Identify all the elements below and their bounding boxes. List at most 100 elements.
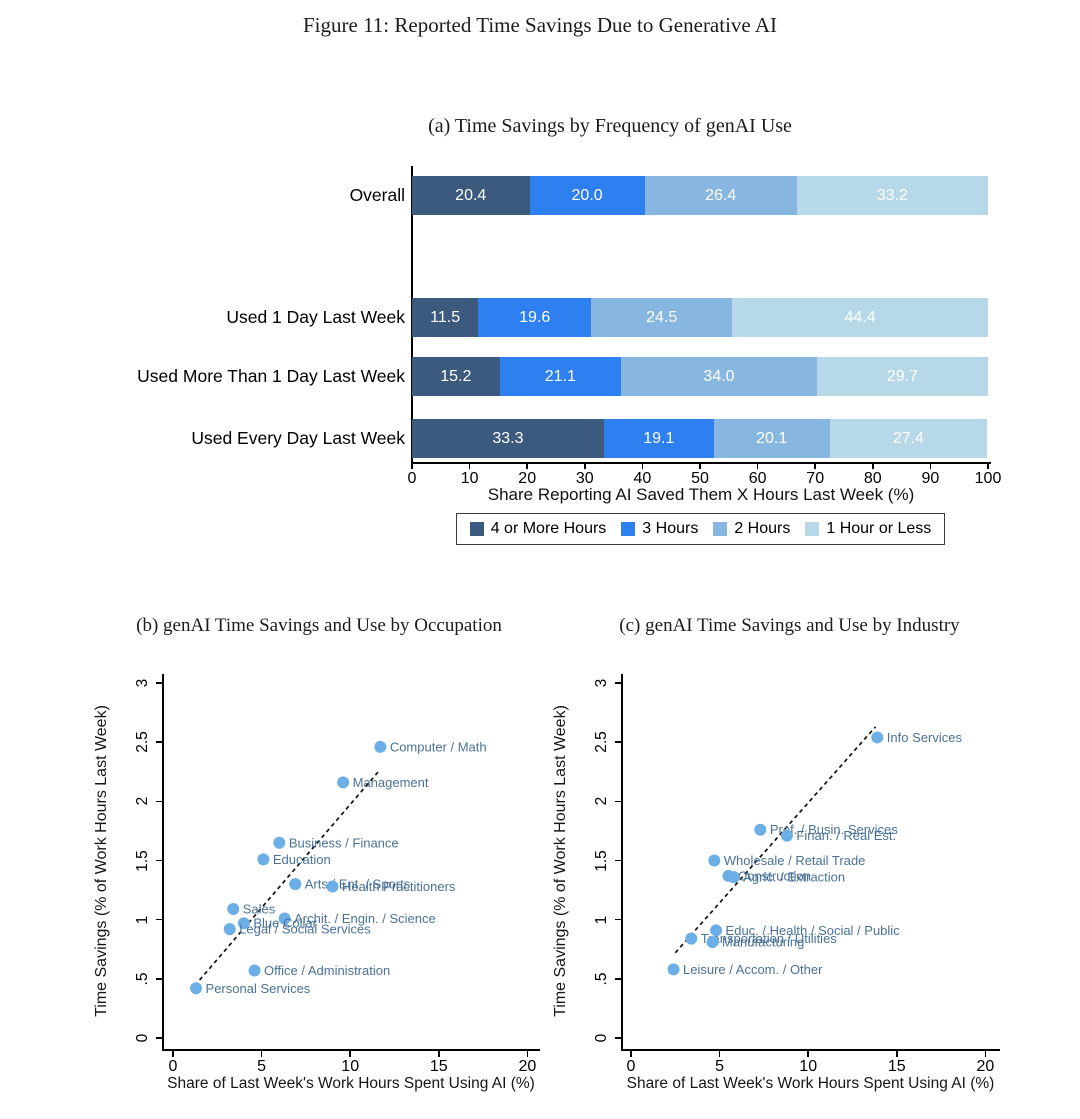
bar-segment: 33.2 [796, 176, 988, 215]
scatter-point [326, 880, 339, 893]
scatter-point [685, 932, 698, 945]
bar-value-label: 19.1 [643, 429, 675, 447]
scatter-point-label: Health Practitioners [342, 879, 456, 894]
scatter-y-tick-label: 1 [134, 915, 151, 924]
scatter-canvas: Info Services Prof. / Busin. ServicesFina… [667, 726, 962, 977]
scatter-y-tick [156, 741, 162, 743]
bar-row: 15.2 21.1 34.0 29.7 [412, 357, 988, 396]
bar-x-tick-label: 80 [863, 470, 882, 487]
scatter-point [708, 854, 721, 867]
scatter-panel-occupation: 0 5 10 15 20 0 .5 1 1.5 2 2.5 3 Share of Last Week's… [93, 674, 540, 1092]
bar-segment: 26.4 [644, 176, 797, 215]
scatter-x-tick [718, 1050, 721, 1057]
scatter-y-tick-label: 1.5 [134, 849, 151, 872]
scatter-x-tick [896, 1050, 898, 1057]
bar-segment: 27.4 [829, 419, 988, 458]
bar-x-tick-label: 90 [921, 470, 940, 487]
scatter-x-tick-label: 20 [976, 1058, 995, 1075]
scatter-x-tick-label: 20 [518, 1058, 537, 1075]
scatter-point-label: Transportation / Utilities [701, 931, 838, 946]
legend-item: 3 Hours [621, 520, 698, 538]
scatter-point [337, 776, 350, 789]
scatter-x-tick-label: 15 [887, 1058, 906, 1075]
scatter-point [257, 853, 270, 866]
scatter-point-label: Archit. / Engin. / Science [294, 911, 436, 926]
bar-row: 20.4 20.0 26.4 33.2 [412, 176, 988, 215]
bar-x-tick [641, 463, 644, 469]
scatter-x-tick [526, 1050, 529, 1057]
scatter-point [727, 871, 740, 884]
bar-segment: 20.1 [713, 419, 830, 458]
legend-item: 1 Hour or Less [805, 520, 931, 538]
bar-value-label: 20.0 [571, 186, 603, 204]
scatter-y-tick-label: .5 [134, 972, 151, 986]
scatter-point [237, 917, 250, 930]
scatter-y-tick-label: 3 [134, 678, 151, 688]
scatter-y-tick [615, 918, 621, 921]
scatter-point-label: Wholesale / Retail Trade [724, 853, 866, 868]
bar-category-label: Used 1 Day Last Week [226, 307, 405, 327]
scatter-point [706, 936, 719, 949]
scatter-point-label: Education [273, 852, 331, 867]
bar-x-tick-label: 30 [575, 470, 594, 487]
scatter-point [667, 963, 680, 976]
bar-x-tick [987, 463, 989, 469]
bar-segment: 11.5 [412, 298, 479, 337]
scatter-x-tick-label: 5 [257, 1058, 267, 1075]
scatter-point-label: Sales [243, 902, 276, 917]
bar-x-tick [468, 463, 471, 469]
scatter-point-label: Manufacturing [722, 935, 804, 950]
scatter-y-tick-label: 3 [593, 678, 610, 688]
bar-segment: 20.4 [412, 176, 530, 215]
scatter-point-label: Personal Services [206, 981, 311, 996]
bar-segment: 15.2 [412, 357, 500, 396]
bar-segment: 21.1 [499, 357, 622, 396]
bar-x-axis-line [411, 462, 991, 464]
scatter-y-tick-label: 0 [134, 1033, 151, 1043]
legend-wrap: 4 or More Hours 3 Hours 2 Hours 1 Hour or L… [411, 513, 990, 545]
bar-value-label: 26.4 [705, 186, 737, 204]
bar-value-label: 15.2 [440, 367, 472, 385]
scatter-y-tick-label: 2.5 [134, 731, 151, 753]
scatter-x-tick-label: 10 [799, 1058, 818, 1075]
scatter-y-tick [156, 859, 162, 862]
scatter-y-tick-label: 2 [134, 797, 151, 806]
scatter-point-label: Finan. / Real Est. [796, 828, 896, 843]
legend-item: 4 or More Hours [469, 520, 606, 538]
legend-item: 2 Hours [713, 520, 790, 538]
bar-x-tick [872, 463, 874, 469]
scatter-x-tick [349, 1050, 351, 1057]
legend-swatch [621, 522, 636, 536]
bar-segment: 19.6 [478, 298, 592, 337]
scatter-y-tick-label: 1 [593, 915, 610, 924]
scatter-y-tick [615, 978, 621, 980]
scatter-y-tick [156, 1037, 162, 1039]
bar-x-tick-label: 50 [691, 470, 709, 487]
scatter-x-tick-label: 0 [168, 1058, 178, 1075]
scatter-x-tick [984, 1050, 987, 1057]
scatter-x-tick-label: 10 [341, 1058, 360, 1075]
scatter-y-tick [156, 918, 162, 921]
bar-x-tick [814, 463, 816, 469]
scatter-point-label: Management [353, 775, 429, 790]
legend-swatch [469, 522, 484, 536]
bar-x-tick [411, 463, 413, 469]
bar-x-tick-label: 40 [633, 470, 652, 487]
legend-swatch [713, 522, 728, 536]
scatter-y-tick-label: 0 [593, 1033, 610, 1043]
scatter-y-tick-label: 2.5 [593, 731, 610, 753]
scatter-canvas: Computer / Math Management Business / Fina… [190, 739, 487, 996]
legend-label: 1 Hour or Less [826, 520, 932, 537]
bar-category-label: Used Every Day Last Week [191, 428, 405, 448]
scatter-x-axis-title: Share of Last Week's Work Hours Spent Us… [167, 1075, 535, 1092]
bar-value-label: 33.2 [876, 186, 908, 204]
bar-x-tick-label: 20 [518, 470, 537, 487]
scatter-point-label: Construction [738, 868, 811, 883]
trend-line [198, 768, 381, 981]
bar-value-label: 33.3 [492, 429, 524, 447]
scatter-y-axis-line [621, 674, 623, 1051]
scatter-x-tick-label: 15 [429, 1058, 448, 1075]
scatter-x-axis-line [621, 1049, 1000, 1051]
scatter-x-tick-label: 5 [715, 1058, 725, 1075]
bar-segment: 34.0 [621, 357, 817, 396]
